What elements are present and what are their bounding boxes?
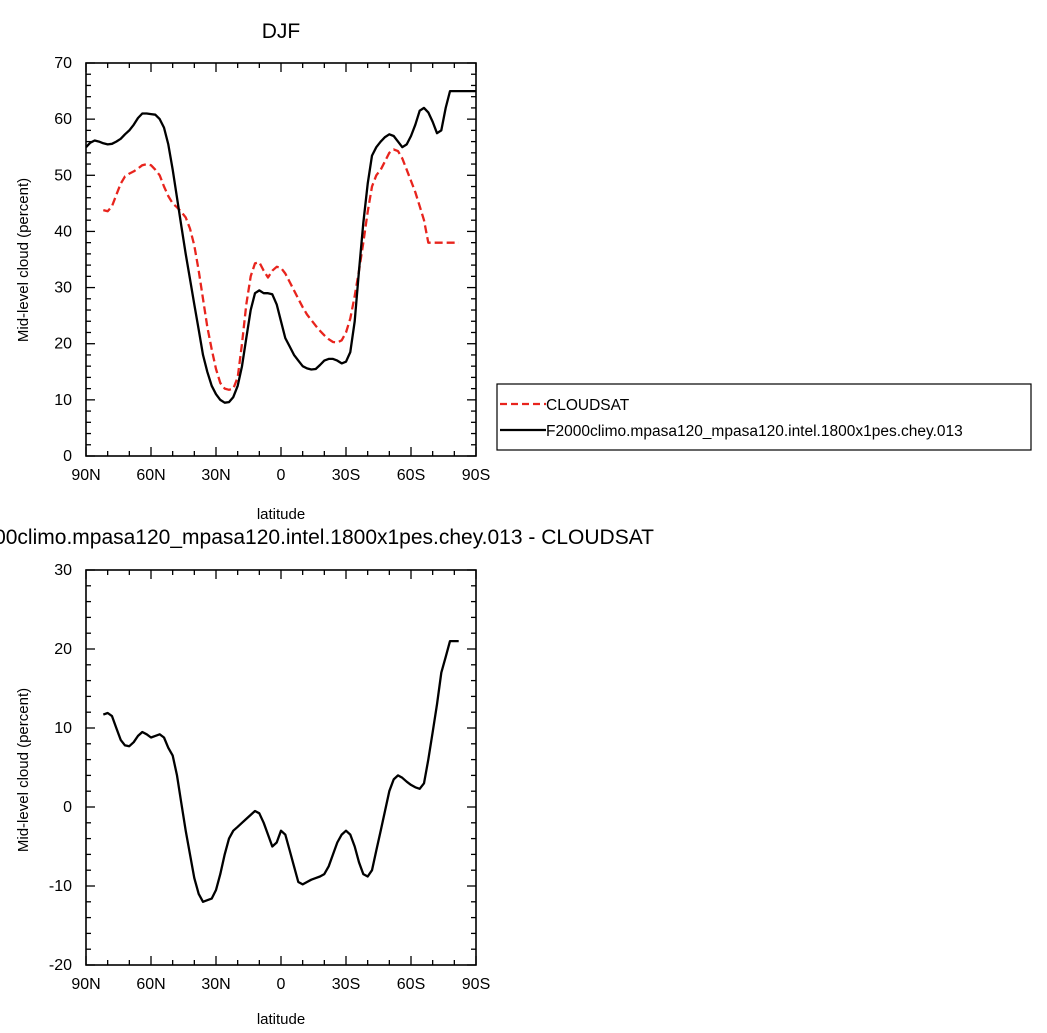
bottom-chart-title: F2000climo.mpasa120_mpasa120.intel.1800x… — [0, 526, 654, 549]
bottom-plot-area: 90N 60N 30N 0 30S 60S 90S -20 -10 0 10 20 30 — [49, 562, 490, 993]
bottom-x-axis-label: latitude — [257, 1011, 305, 1028]
top-series-line-0 — [103, 148, 459, 391]
legend-box — [496, 383, 1032, 451]
bottom-y-tick-label: -20 — [49, 957, 72, 974]
top-y-tick-label: 30 — [54, 280, 72, 297]
bottom-y-tick-label: 20 — [54, 641, 72, 658]
top-chart-title: DJF — [262, 20, 301, 43]
top-x-tick-label: 60N — [136, 467, 165, 484]
legend-label-cloudsat: CLOUDSAT — [546, 397, 630, 414]
bottom-y-tick-label: 0 — [63, 799, 72, 816]
bottom-x-tick-label: 90N — [71, 976, 100, 993]
top-x-tick-label: 30S — [332, 467, 360, 484]
bottom-y-tick-label: -10 — [49, 878, 72, 895]
top-panel: DJF 90N 60N 30N 0 30S 60S 90S 0 10 20 30 40 50 60 70 l… — [15, 20, 490, 523]
top-y-tick-label: 20 — [54, 336, 72, 353]
bottom-x-tick-label: 60S — [397, 976, 425, 993]
top-y-tick-label: 10 — [54, 392, 72, 409]
top-y-tick-label: 40 — [54, 223, 72, 240]
legend-label-model: F2000climo.mpasa120_mpasa120.intel.1800x… — [546, 423, 963, 440]
top-x-tick-label: 90N — [71, 467, 100, 484]
top-series-line-1 — [86, 89, 476, 404]
bottom-y-tick-label: 30 — [54, 562, 72, 579]
bottom-x-tick-label: 0 — [277, 976, 286, 993]
bottom-y-axis-label: Mid-level cloud (percent) — [15, 688, 32, 852]
legend: CLOUDSAT F2000climo.mpasa120_mpasa120.in… — [496, 383, 1032, 451]
top-plot-area: 90N 60N 30N 0 30S 60S 90S 0 10 20 30 40 50 60 70 — [54, 55, 490, 484]
top-y-tick-label: 60 — [54, 111, 72, 128]
bottom-series-line-0 — [102, 639, 459, 903]
top-y-tick-label: 70 — [54, 55, 72, 72]
bottom-panel: F2000climo.mpasa120_mpasa120.intel.1800x… — [0, 526, 654, 1028]
top-x-tick-label: 90S — [462, 467, 490, 484]
bottom-plot-frame — [85, 569, 477, 966]
bottom-x-tick-label: 30S — [332, 976, 360, 993]
top-x-tick-label: 0 — [277, 467, 286, 484]
top-x-tick-label: 30N — [201, 467, 230, 484]
bottom-y-tick-label: 10 — [54, 720, 72, 737]
top-plot-frame — [85, 62, 477, 457]
bottom-x-tick-label: 90S — [462, 976, 490, 993]
bottom-x-tick-label: 30N — [201, 976, 230, 993]
top-x-axis-label: latitude — [257, 506, 305, 523]
top-y-axis-label: Mid-level cloud (percent) — [15, 178, 32, 342]
top-y-tick-label: 50 — [54, 167, 72, 184]
top-y-tick-label: 0 — [63, 448, 72, 465]
bottom-x-tick-label: 60N — [136, 976, 165, 993]
top-x-tick-label: 60S — [397, 467, 425, 484]
